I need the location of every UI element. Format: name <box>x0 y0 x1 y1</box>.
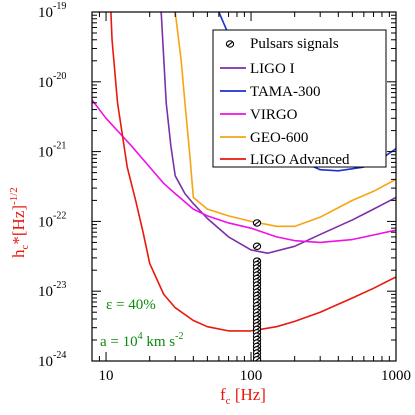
legend-label: Pulsars signals <box>250 36 339 52</box>
x-tick-label: 1000 <box>381 368 411 384</box>
y-tick-label: 10-19 <box>38 1 66 21</box>
y-tick-label: 10-24 <box>38 350 66 370</box>
legend-label: TAMA-300 <box>250 84 320 100</box>
x-axis-label: fc [Hz] <box>220 385 266 407</box>
legend-items: Pulsars signals LIGO I TAMA-300 VIRGO GEO-60… <box>220 36 350 168</box>
y-tick-label: 10-21 <box>38 141 66 161</box>
legend-item-tama-300: TAMA-300 <box>220 84 320 100</box>
legend-item-virgo: VIRGO <box>220 107 298 123</box>
y-tick-label: 10-23 <box>38 280 66 300</box>
series-line-ligo-advanced <box>110 12 396 332</box>
legend-label: VIRGO <box>250 107 298 123</box>
legend-item-ligo-advanced: LIGO Advanced <box>220 152 350 168</box>
legend-label: GEO-600 <box>250 130 308 146</box>
legend-label: LIGO Advanced <box>250 152 350 168</box>
pulsar-point <box>252 219 262 227</box>
x-tick-label: 100 <box>240 368 263 384</box>
y-axis-label: hc*[Hz]-1/2 <box>8 187 31 258</box>
x-tick-label: 10 <box>99 368 114 384</box>
axis-ticks <box>91 11 397 362</box>
y-tick-labels: 10-24 10-23 10-22 10-21 10-20 10-19 <box>38 1 66 370</box>
legend-item-pulsars: Pulsars signals <box>225 36 339 52</box>
x-tick-labels: 10 100 1000 <box>99 368 411 384</box>
legend-item-geo-600: GEO-600 <box>220 130 308 146</box>
pulsar-point <box>252 242 262 251</box>
pulsar-markers <box>252 219 262 361</box>
legend-label: LIGO I <box>250 61 295 77</box>
series-line-virgo <box>92 99 396 244</box>
y-tick-label: 10-22 <box>38 210 66 230</box>
series-line-ligo-i <box>160 12 396 255</box>
legend-box <box>212 29 387 168</box>
series-line-geo-600 <box>174 12 396 228</box>
y-tick-label: 10-20 <box>38 71 66 91</box>
annotation-epsilon: ε = 40% <box>106 297 156 313</box>
annotation-acceleration: a = 104 km s-2 <box>100 331 183 350</box>
legend: Pulsars signals LIGO I TAMA-300 VIRGO GEO-60… <box>212 29 387 168</box>
legend-item-ligo-i: LIGO I <box>220 61 295 77</box>
pulsar-point <box>252 356 262 361</box>
